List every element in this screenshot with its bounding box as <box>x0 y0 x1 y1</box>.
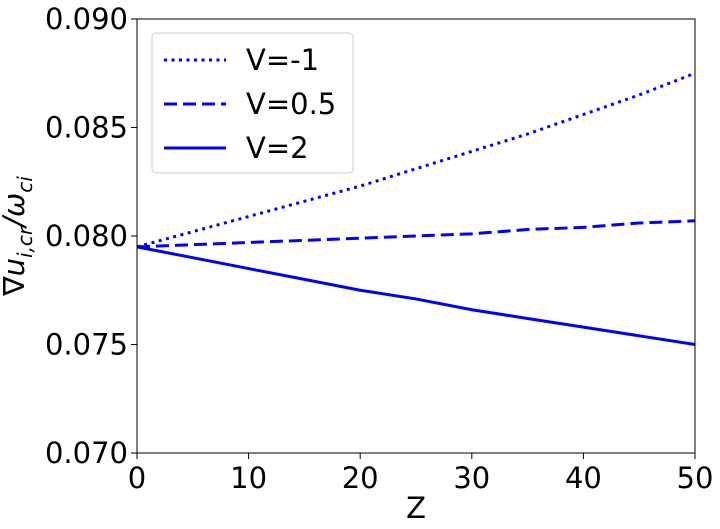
x-axis: 0 10 20 30 40 50 <box>128 453 714 495</box>
y-tick-label: 0.090 <box>45 2 128 36</box>
y-tick-label: 0.080 <box>45 219 128 253</box>
plot-lines <box>136 71 696 346</box>
series-line-3 <box>136 245 696 346</box>
legend: V=-1 V=0.5 V=2 <box>151 32 354 174</box>
y-tick-label: 0.070 <box>45 436 128 470</box>
y-tick-label: 0.075 <box>45 328 128 362</box>
x-tick-label: 50 <box>677 461 714 495</box>
x-tick-label: 10 <box>230 461 267 495</box>
x-tick-label: 30 <box>453 461 490 495</box>
y-axis-label: ∇ui,cr/ωci <box>0 176 37 297</box>
legend-box <box>151 32 354 174</box>
x-tick-label: 20 <box>342 461 379 495</box>
legend-label-2: V=0.5 <box>246 87 336 121</box>
legend-label-1: V=-1 <box>246 43 319 77</box>
x-tick-label: 0 <box>128 461 146 495</box>
x-axis-label: Z <box>406 491 426 525</box>
x-tick-label: 40 <box>565 461 602 495</box>
series-line-2 <box>136 219 696 249</box>
y-axis: 0.070 0.075 0.080 0.085 0.090 <box>45 2 137 470</box>
legend-label-3: V=2 <box>246 131 309 165</box>
y-tick-label: 0.085 <box>45 111 128 145</box>
